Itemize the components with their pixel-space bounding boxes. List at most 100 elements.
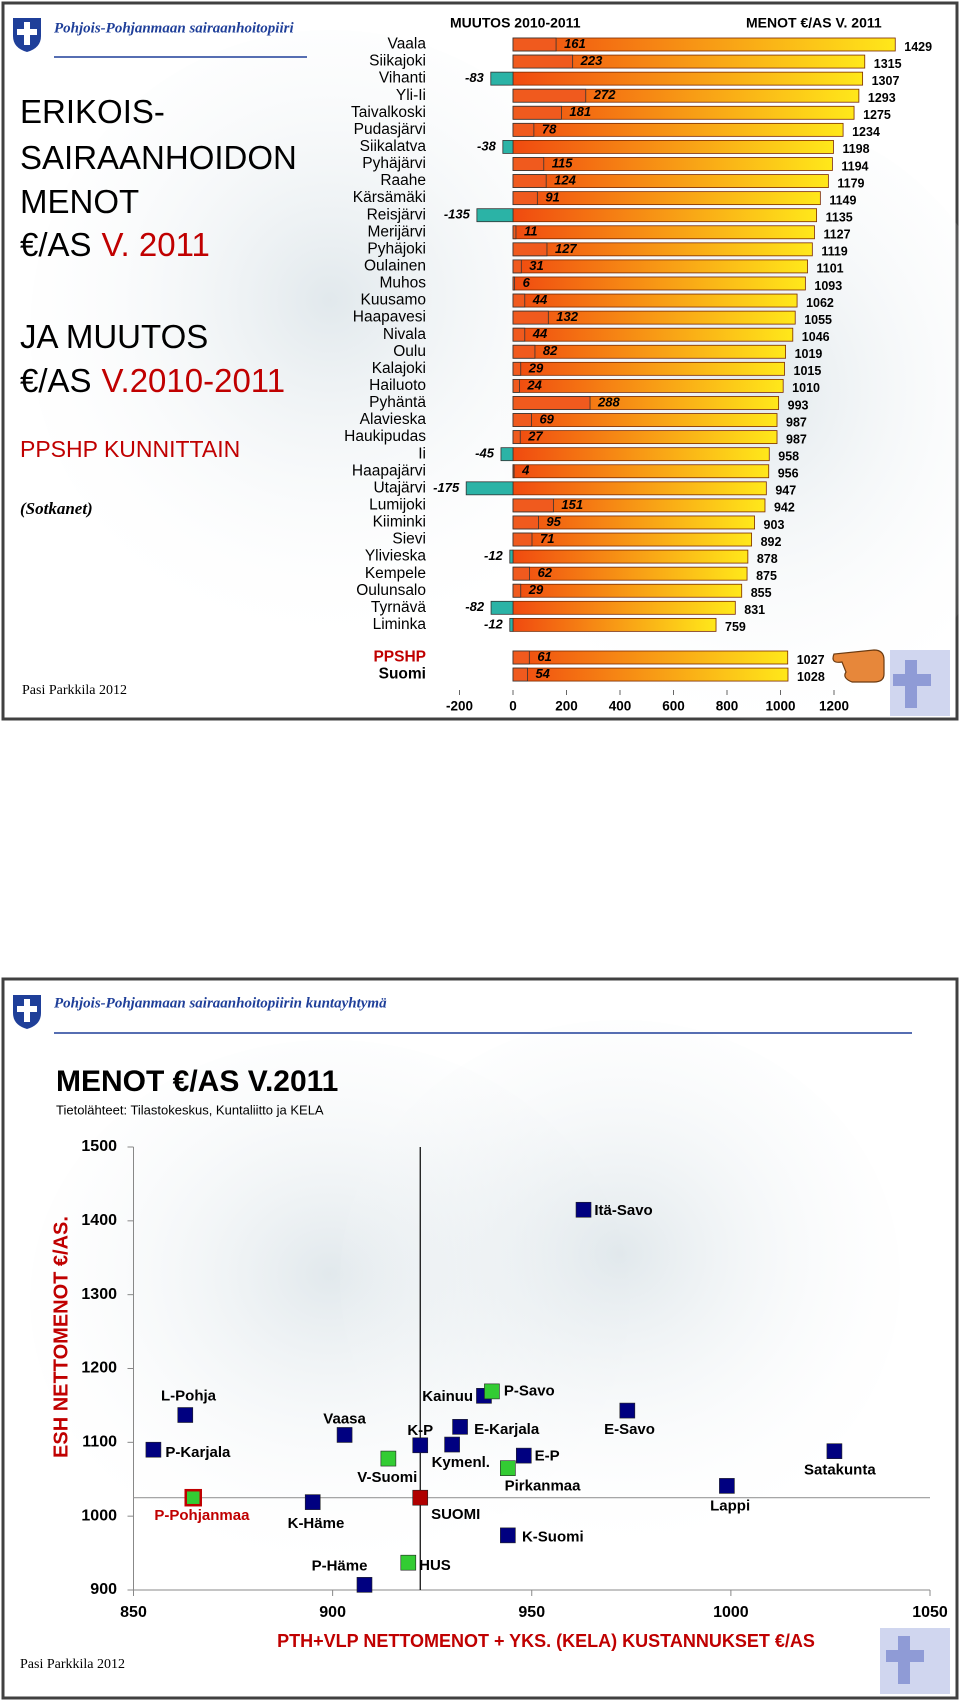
change-bar bbox=[512, 225, 517, 240]
change-label: -83 bbox=[465, 70, 485, 85]
menot-bar bbox=[512, 617, 717, 632]
menot-label: 1149 bbox=[829, 193, 856, 207]
category-label: Liminka bbox=[373, 616, 427, 633]
menot-bar bbox=[512, 208, 818, 223]
series-title: MENOT €/AS V. 2011 bbox=[746, 15, 882, 31]
point bbox=[400, 1554, 417, 1571]
menot-bar bbox=[512, 122, 844, 137]
change-label: 288 bbox=[597, 394, 620, 409]
title-part: JA MUUTOS bbox=[20, 318, 208, 355]
x-tick-label: -200 bbox=[446, 699, 473, 714]
category-label: Kempele bbox=[365, 565, 426, 582]
logo bbox=[13, 18, 41, 52]
menot-label: 1234 bbox=[852, 125, 880, 139]
menot-bar bbox=[512, 667, 789, 682]
author: Pasi Parkkila 2012 bbox=[20, 1657, 125, 1672]
point bbox=[500, 1460, 516, 1476]
change-bar bbox=[512, 105, 562, 120]
point bbox=[452, 1419, 468, 1435]
change-label: -175 bbox=[433, 480, 460, 495]
category-label: Pyhäjärvi bbox=[362, 155, 426, 172]
category-label: Suomi bbox=[379, 666, 426, 683]
title-part: MENOT bbox=[20, 183, 139, 220]
category-label: Haukipudas bbox=[344, 428, 426, 445]
x-tick-label: 950 bbox=[518, 1604, 545, 1621]
change-bar bbox=[512, 566, 530, 581]
title-line: SAIRAANHOIDON bbox=[20, 139, 297, 176]
y-tick-label: 1500 bbox=[81, 1138, 117, 1155]
change-label: 24 bbox=[526, 377, 542, 392]
change-bar bbox=[512, 259, 522, 274]
menot-label: 1055 bbox=[804, 313, 832, 327]
change-label: 44 bbox=[532, 326, 548, 341]
category-label: Muhos bbox=[379, 275, 426, 292]
change-label: 69 bbox=[539, 411, 554, 426]
point bbox=[356, 1577, 373, 1593]
change-bar bbox=[465, 481, 514, 496]
menot-label: 875 bbox=[756, 569, 777, 583]
source: (Sotkanet) bbox=[20, 499, 93, 518]
change-bar bbox=[502, 140, 514, 154]
change-label: 78 bbox=[542, 121, 557, 136]
menot-label: 942 bbox=[774, 501, 795, 515]
change-bar bbox=[512, 650, 530, 665]
change-bar bbox=[512, 310, 549, 325]
change-bar bbox=[509, 549, 514, 564]
y-tick-label: 1400 bbox=[81, 1212, 117, 1229]
change-label: 115 bbox=[552, 155, 573, 170]
slide-header: Pohjois-Pohjanmaan sairaanhoitopiiri bbox=[54, 20, 294, 36]
point-label: SUOMI bbox=[431, 1506, 480, 1523]
title-part: V. 2011 bbox=[102, 226, 210, 263]
category-label: Vihanti bbox=[379, 70, 426, 87]
y-tick-label: 1200 bbox=[81, 1360, 117, 1377]
menot-label: 1429 bbox=[904, 40, 932, 54]
menot-label: 1307 bbox=[872, 74, 900, 88]
category-label: Alavieska bbox=[360, 411, 427, 428]
point-label: Vaasa bbox=[323, 1411, 366, 1428]
category-label: Haapajärvi bbox=[352, 462, 426, 479]
category-label: Raahe bbox=[380, 172, 426, 189]
menot-label: 1293 bbox=[868, 91, 896, 105]
point-label: K-Häme bbox=[288, 1515, 345, 1532]
point-label: Itä-Savo bbox=[594, 1202, 652, 1219]
chart-subtitle: Tietolähteet: Tilastokeskus, Kuntaliitto… bbox=[56, 1102, 324, 1117]
slide-header: Pohjois-Pohjanmaan sairaanhoitopiirin ku… bbox=[54, 995, 387, 1011]
menot-label: 956 bbox=[778, 467, 799, 481]
point-label: P-Karjala bbox=[165, 1444, 231, 1461]
change-label: 4 bbox=[521, 463, 530, 478]
category-label: Kuusamo bbox=[361, 292, 426, 309]
series-title: MUUTOS 2010-2011 bbox=[450, 15, 581, 31]
change-label: -12 bbox=[484, 548, 504, 563]
change-bar bbox=[512, 532, 533, 547]
menot-label: 987 bbox=[786, 432, 807, 446]
corner-icon bbox=[880, 1628, 950, 1694]
change-label: 54 bbox=[535, 666, 550, 681]
menot-bar bbox=[512, 225, 815, 240]
point-label: Satakunta bbox=[804, 1462, 876, 1479]
category-label: Yli-Ii bbox=[396, 87, 426, 104]
category-label: Hailuoto bbox=[369, 377, 426, 394]
category-label: Siikalatva bbox=[360, 138, 427, 155]
change-label: 127 bbox=[555, 241, 577, 256]
menot-bar bbox=[512, 276, 806, 291]
change-bar bbox=[512, 157, 545, 171]
menot-label: 831 bbox=[744, 603, 765, 617]
menot-bar bbox=[512, 650, 789, 665]
menot-bar bbox=[512, 259, 808, 274]
x-tick-label: 200 bbox=[555, 699, 578, 714]
change-bar bbox=[512, 378, 520, 393]
change-bar bbox=[512, 413, 532, 427]
category-label: Vaala bbox=[388, 36, 427, 53]
menot-bar bbox=[512, 378, 784, 393]
change-label: 6 bbox=[523, 275, 531, 290]
menot-label: 1119 bbox=[821, 245, 847, 259]
category-label: Pudasjärvi bbox=[354, 121, 426, 138]
change-label: -45 bbox=[475, 446, 495, 461]
menot-label: 958 bbox=[778, 449, 799, 463]
title-line: JA MUUTOS bbox=[20, 318, 208, 355]
menot-label: 1015 bbox=[794, 364, 822, 378]
change-label: 82 bbox=[543, 343, 558, 358]
category-label: Utajärvi bbox=[373, 479, 426, 496]
change-bar bbox=[512, 122, 535, 137]
